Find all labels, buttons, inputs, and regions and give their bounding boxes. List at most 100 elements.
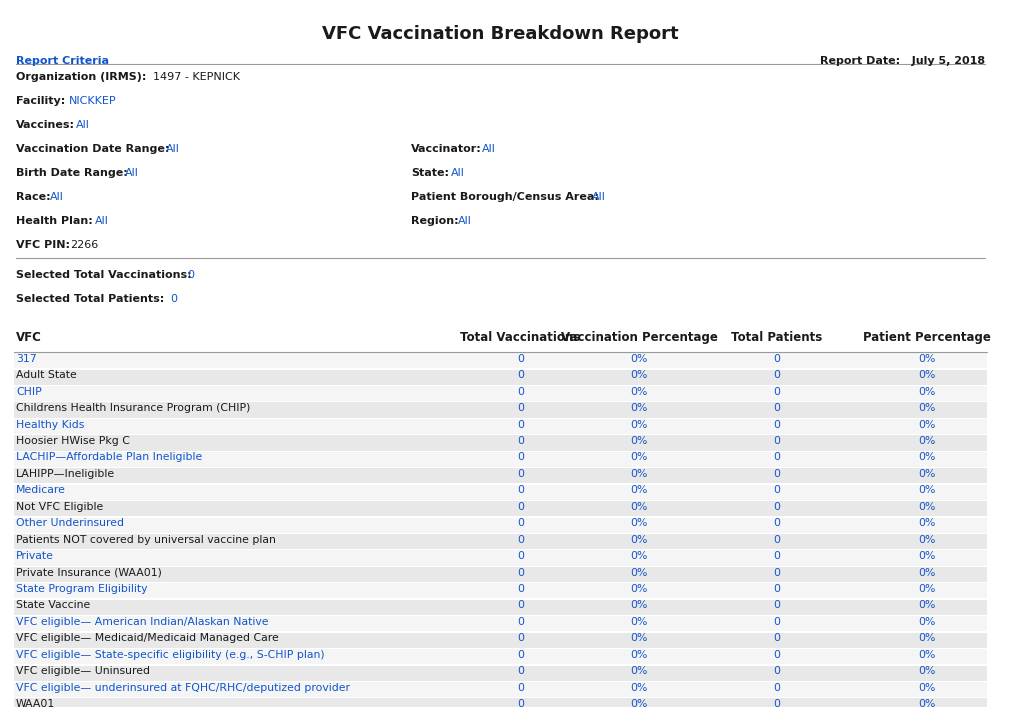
Text: All: All bbox=[166, 144, 180, 154]
Text: Total Vaccinations: Total Vaccinations bbox=[461, 331, 581, 344]
Text: Selected Total Vaccinations:: Selected Total Vaccinations: bbox=[16, 270, 192, 281]
Text: 0%: 0% bbox=[630, 370, 648, 380]
Text: 0: 0 bbox=[773, 633, 780, 643]
Text: 0%: 0% bbox=[918, 682, 936, 693]
Text: VFC: VFC bbox=[16, 331, 42, 344]
Text: VFC Vaccination Breakdown Report: VFC Vaccination Breakdown Report bbox=[322, 25, 679, 43]
Text: Vaccinator:: Vaccinator: bbox=[411, 144, 482, 154]
Text: 0%: 0% bbox=[918, 518, 936, 528]
Text: 0: 0 bbox=[773, 666, 780, 676]
Text: 0: 0 bbox=[517, 354, 524, 364]
Text: 317: 317 bbox=[16, 354, 36, 364]
Text: State:: State: bbox=[411, 168, 449, 178]
Text: 0%: 0% bbox=[918, 403, 936, 413]
Text: 0: 0 bbox=[773, 354, 780, 364]
Text: All: All bbox=[49, 192, 64, 202]
Text: Region:: Region: bbox=[411, 216, 459, 226]
Text: VFC eligible— Medicaid/Medicaid Managed Care: VFC eligible— Medicaid/Medicaid Managed … bbox=[16, 633, 279, 643]
FancyBboxPatch shape bbox=[14, 354, 987, 368]
Text: 0: 0 bbox=[517, 650, 524, 660]
Text: 0: 0 bbox=[517, 534, 524, 544]
FancyBboxPatch shape bbox=[14, 551, 987, 566]
Text: Private Insurance (WAA01): Private Insurance (WAA01) bbox=[16, 568, 162, 578]
Text: 0: 0 bbox=[517, 485, 524, 496]
Text: 0: 0 bbox=[517, 370, 524, 380]
Text: Hoosier HWise Pkg C: Hoosier HWise Pkg C bbox=[16, 436, 130, 446]
Text: 0: 0 bbox=[773, 682, 780, 693]
Text: 0: 0 bbox=[773, 600, 780, 610]
Text: 0%: 0% bbox=[630, 403, 648, 413]
Text: CHIP: CHIP bbox=[16, 387, 41, 397]
FancyBboxPatch shape bbox=[14, 534, 987, 549]
Text: 0%: 0% bbox=[630, 419, 648, 430]
Text: 0: 0 bbox=[773, 518, 780, 528]
Text: 0%: 0% bbox=[630, 354, 648, 364]
Text: Adult State: Adult State bbox=[16, 370, 77, 380]
Text: 0%: 0% bbox=[918, 633, 936, 643]
Text: 0: 0 bbox=[773, 452, 780, 462]
Text: 0%: 0% bbox=[630, 568, 648, 578]
Text: VFC eligible— Uninsured: VFC eligible— Uninsured bbox=[16, 666, 150, 676]
FancyBboxPatch shape bbox=[14, 699, 987, 707]
Text: 0%: 0% bbox=[918, 502, 936, 512]
Text: 0: 0 bbox=[773, 699, 780, 707]
Text: 0%: 0% bbox=[918, 600, 936, 610]
Text: 0%: 0% bbox=[630, 502, 648, 512]
FancyBboxPatch shape bbox=[14, 419, 987, 434]
Text: All: All bbox=[76, 120, 90, 130]
FancyBboxPatch shape bbox=[14, 402, 987, 418]
Text: Vaccination Percentage: Vaccination Percentage bbox=[561, 331, 718, 344]
Text: All: All bbox=[458, 216, 472, 226]
FancyBboxPatch shape bbox=[14, 567, 987, 582]
Text: 1497 - KEPNICK: 1497 - KEPNICK bbox=[154, 72, 240, 82]
Text: 0: 0 bbox=[517, 699, 524, 707]
Text: 0%: 0% bbox=[630, 633, 648, 643]
Text: 2266: 2266 bbox=[70, 240, 98, 250]
Text: Report Criteria: Report Criteria bbox=[16, 56, 109, 66]
Text: Organization (IRMS):: Organization (IRMS): bbox=[16, 72, 155, 82]
Text: 0%: 0% bbox=[630, 518, 648, 528]
Text: Patient Borough/Census Area:: Patient Borough/Census Area: bbox=[411, 192, 599, 202]
Text: 0%: 0% bbox=[918, 354, 936, 364]
Text: 0%: 0% bbox=[918, 485, 936, 496]
Text: VFC PIN:: VFC PIN: bbox=[16, 240, 70, 250]
Text: 0: 0 bbox=[773, 436, 780, 446]
FancyBboxPatch shape bbox=[14, 485, 987, 500]
FancyBboxPatch shape bbox=[14, 583, 987, 599]
FancyBboxPatch shape bbox=[14, 370, 987, 385]
Text: 0%: 0% bbox=[918, 419, 936, 430]
FancyBboxPatch shape bbox=[14, 649, 987, 665]
Text: 0: 0 bbox=[517, 633, 524, 643]
Text: 0%: 0% bbox=[630, 584, 648, 594]
Text: Vaccines:: Vaccines: bbox=[16, 120, 75, 130]
Text: 0: 0 bbox=[517, 617, 524, 627]
Text: 0: 0 bbox=[773, 584, 780, 594]
Text: 0: 0 bbox=[773, 617, 780, 627]
FancyBboxPatch shape bbox=[14, 452, 987, 467]
Text: 0%: 0% bbox=[918, 650, 936, 660]
Text: All: All bbox=[482, 144, 496, 154]
Text: 0%: 0% bbox=[918, 469, 936, 479]
Text: 0: 0 bbox=[517, 403, 524, 413]
Text: 0: 0 bbox=[517, 666, 524, 676]
Text: LACHIP—Affordable Plan Ineligible: LACHIP—Affordable Plan Ineligible bbox=[16, 452, 202, 462]
Text: VFC eligible— underinsured at FQHC/RHC/deputized provider: VFC eligible— underinsured at FQHC/RHC/d… bbox=[16, 682, 350, 693]
Text: Not VFC Eligible: Not VFC Eligible bbox=[16, 502, 103, 512]
Text: 0: 0 bbox=[517, 502, 524, 512]
Text: 0: 0 bbox=[170, 294, 177, 305]
Text: 0%: 0% bbox=[630, 452, 648, 462]
Text: Childrens Health Insurance Program (CHIP): Childrens Health Insurance Program (CHIP… bbox=[16, 403, 250, 413]
FancyBboxPatch shape bbox=[14, 682, 987, 697]
Text: 0: 0 bbox=[517, 568, 524, 578]
Text: Total Patients: Total Patients bbox=[730, 331, 822, 344]
Text: Vaccination Date Range:: Vaccination Date Range: bbox=[16, 144, 170, 154]
Text: 0: 0 bbox=[773, 502, 780, 512]
Text: 0: 0 bbox=[517, 387, 524, 397]
Text: 0%: 0% bbox=[630, 650, 648, 660]
Text: 0%: 0% bbox=[630, 436, 648, 446]
Text: 0: 0 bbox=[517, 436, 524, 446]
FancyBboxPatch shape bbox=[14, 501, 987, 516]
Text: All: All bbox=[592, 192, 606, 202]
Text: 0: 0 bbox=[517, 518, 524, 528]
Text: 0%: 0% bbox=[630, 485, 648, 496]
